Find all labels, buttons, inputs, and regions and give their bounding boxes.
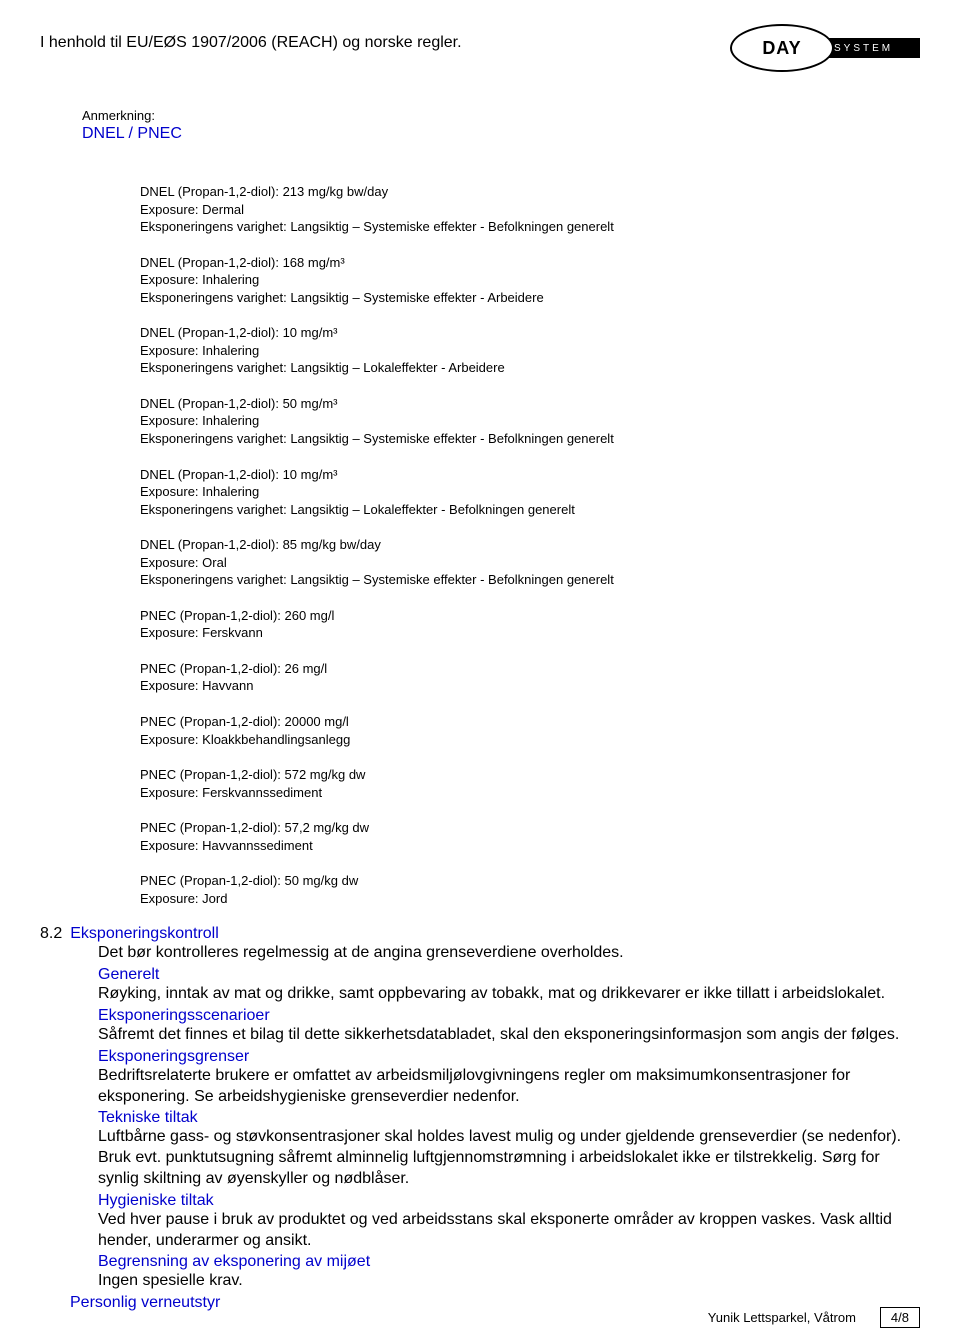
grenser-heading: Eksponeringsgrenser [98, 1048, 920, 1066]
pnec-block: PNEC (Propan-1,2-diol): 20000 mg/l Expos… [140, 713, 920, 748]
tekniske-heading: Tekniske tiltak [98, 1109, 920, 1127]
section-title: Eksponeringskontroll [70, 925, 219, 943]
logo-ellipse: DAY [730, 24, 834, 72]
block-line: Exposure: Jord [140, 890, 920, 908]
logo-day-text: DAY [762, 38, 801, 59]
anmerkning-label: Anmerkning: [82, 108, 920, 123]
scenario-text: Såfremt det finnes et bilag til dette si… [98, 1025, 920, 1046]
block-line: PNEC (Propan-1,2-diol): 50 mg/kg dw [140, 872, 920, 890]
pnec-block: PNEC (Propan-1,2-diol): 26 mg/l Exposure… [140, 660, 920, 695]
dnel-pnec-heading: DNEL / PNEC [82, 125, 920, 143]
block-line: DNEL (Propan-1,2-diol): 10 mg/m³ [140, 324, 920, 342]
block-line: Eksponeringens varighet: Langsiktig – Sy… [140, 571, 920, 589]
begrens-text: Ingen spesielle krav. [98, 1271, 920, 1292]
block-line: DNEL (Propan-1,2-diol): 168 mg/m³ [140, 254, 920, 272]
section-number: 8.2 [40, 925, 62, 943]
block-line: Exposure: Havvannssediment [140, 837, 920, 855]
logo-system-bar: SYSTEM [820, 38, 920, 58]
block-line: Exposure: Inhalering [140, 342, 920, 360]
footer-page: 4/8 [880, 1307, 920, 1328]
block-line: Eksponeringens varighet: Langsiktig – Sy… [140, 289, 920, 307]
block-line: Eksponeringens varighet: Langsiktig – Sy… [140, 430, 920, 448]
block-line: PNEC (Propan-1,2-diol): 20000 mg/l [140, 713, 920, 731]
header-row: I henhold til EU/EØS 1907/2006 (REACH) o… [40, 24, 920, 72]
block-line: Exposure: Oral [140, 554, 920, 572]
dnel-block: DNEL (Propan-1,2-diol): 213 mg/kg bw/day… [140, 183, 920, 236]
block-line: Exposure: Inhalering [140, 412, 920, 430]
logo: DAY SYSTEM [730, 24, 920, 72]
dnel-block: DNEL (Propan-1,2-diol): 10 mg/m³ Exposur… [140, 324, 920, 377]
block-line: Exposure: Inhalering [140, 271, 920, 289]
generelt-heading: Generelt [98, 966, 920, 984]
block-line: Exposure: Kloakkbehandlingsanlegg [140, 731, 920, 749]
block-line: Exposure: Inhalering [140, 483, 920, 501]
block-line: Exposure: Ferskvannssediment [140, 784, 920, 802]
hygien-heading: Hygieniske tiltak [98, 1192, 920, 1210]
dnel-block: DNEL (Propan-1,2-diol): 85 mg/kg bw/day … [140, 536, 920, 589]
block-line: Eksponeringens varighet: Langsiktig – Lo… [140, 359, 920, 377]
scenario-heading: Eksponeringsscenarioer [98, 1007, 920, 1025]
pnec-block: PNEC (Propan-1,2-diol): 57,2 mg/kg dw Ex… [140, 819, 920, 854]
block-line: DNEL (Propan-1,2-diol): 50 mg/m³ [140, 395, 920, 413]
section-intro: Det bør kontrolleres regelmessig at de a… [98, 943, 920, 964]
generelt-text: Røyking, inntak av mat og drikke, samt o… [98, 984, 920, 1005]
block-line: DNEL (Propan-1,2-diol): 85 mg/kg bw/day [140, 536, 920, 554]
block-line: DNEL (Propan-1,2-diol): 10 mg/m³ [140, 466, 920, 484]
tekniske-text: Luftbårne gass- og støvkonsentrasjoner s… [98, 1127, 920, 1189]
block-line: PNEC (Propan-1,2-diol): 26 mg/l [140, 660, 920, 678]
footer-product: Yunik Lettsparkel, Våtrom [708, 1310, 856, 1325]
block-line: Exposure: Ferskvann [140, 624, 920, 642]
block-line: Exposure: Havvann [140, 677, 920, 695]
section-8-2: 8.2 Eksponeringskontroll [40, 925, 920, 943]
hygien-text: Ved hver pause i bruk av produktet og ve… [98, 1210, 920, 1252]
dnel-block: DNEL (Propan-1,2-diol): 168 mg/m³ Exposu… [140, 254, 920, 307]
pnec-block: PNEC (Propan-1,2-diol): 260 mg/l Exposur… [140, 607, 920, 642]
block-line: Exposure: Dermal [140, 201, 920, 219]
block-line: PNEC (Propan-1,2-diol): 572 mg/kg dw [140, 766, 920, 784]
block-line: Eksponeringens varighet: Langsiktig – Lo… [140, 501, 920, 519]
block-line: PNEC (Propan-1,2-diol): 57,2 mg/kg dw [140, 819, 920, 837]
regulation-text: I henhold til EU/EØS 1907/2006 (REACH) o… [40, 34, 462, 52]
grenser-text: Bedriftsrelaterte brukere er omfattet av… [98, 1066, 920, 1108]
block-line: DNEL (Propan-1,2-diol): 213 mg/kg bw/day [140, 183, 920, 201]
footer: Yunik Lettsparkel, Våtrom 4/8 [40, 1307, 920, 1328]
dnel-block: DNEL (Propan-1,2-diol): 10 mg/m³ Exposur… [140, 466, 920, 519]
dnel-block: DNEL (Propan-1,2-diol): 50 mg/m³ Exposur… [140, 395, 920, 448]
pnec-block: PNEC (Propan-1,2-diol): 572 mg/kg dw Exp… [140, 766, 920, 801]
page: I henhold til EU/EØS 1907/2006 (REACH) o… [0, 0, 960, 1342]
pnec-block: PNEC (Propan-1,2-diol): 50 mg/kg dw Expo… [140, 872, 920, 907]
block-line: PNEC (Propan-1,2-diol): 260 mg/l [140, 607, 920, 625]
block-line: Eksponeringens varighet: Langsiktig – Sy… [140, 218, 920, 236]
